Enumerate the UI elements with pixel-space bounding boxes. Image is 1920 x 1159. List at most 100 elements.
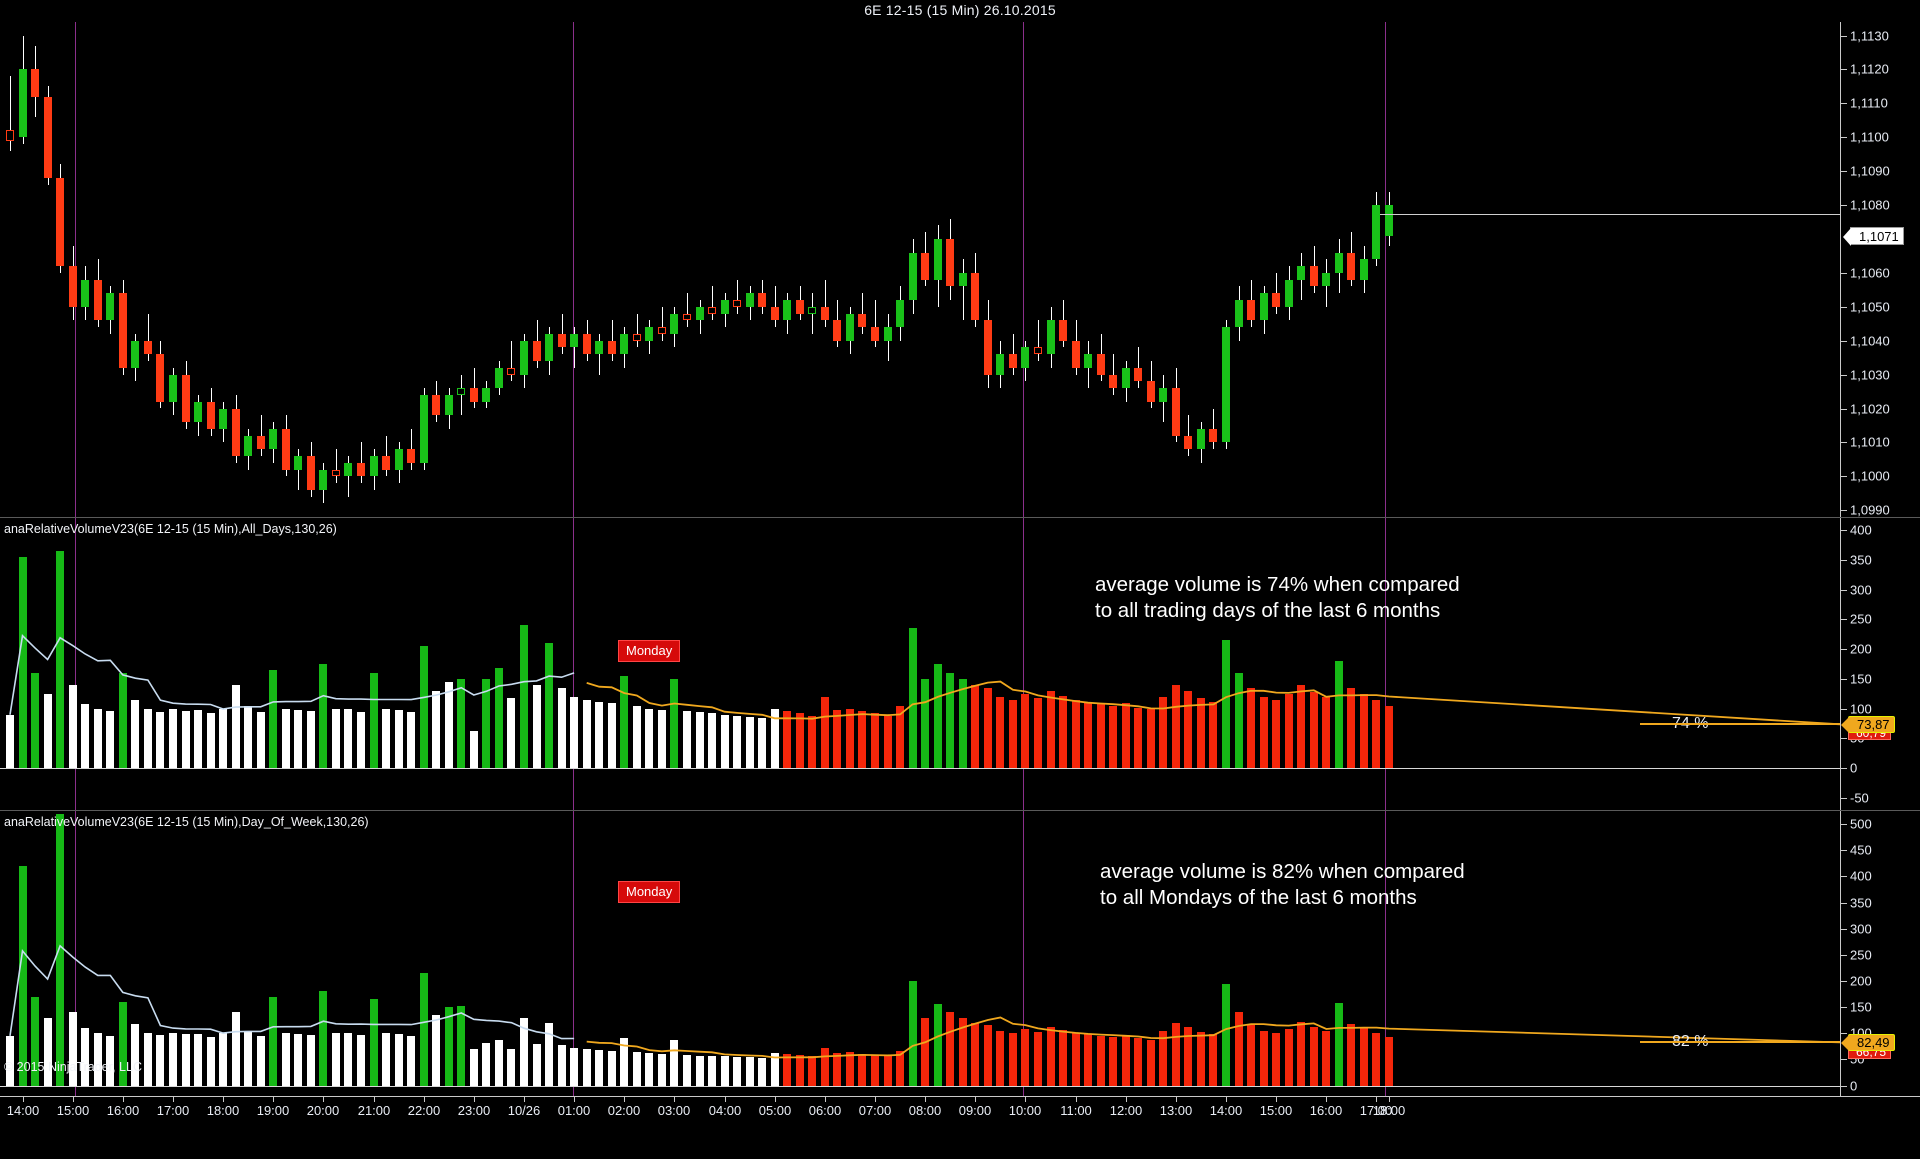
axis-tick (1840, 903, 1847, 904)
volume-bar (607, 702, 616, 769)
price-plot-area[interactable] (0, 22, 1840, 517)
volume-bar (382, 1033, 391, 1086)
candle-body (670, 313, 679, 334)
volume-bar (1297, 1021, 1306, 1086)
axis-tick (1840, 530, 1847, 531)
volume-bar (1309, 692, 1318, 769)
volume-axis-label: 300 (1850, 582, 1872, 598)
volume-axis-label: 500 (1850, 816, 1872, 832)
candle-body (770, 306, 779, 321)
candle-body (1359, 259, 1368, 280)
volume-bar (319, 991, 328, 1086)
volume-bar (808, 715, 817, 769)
candle-body (106, 293, 115, 321)
candle-body (244, 435, 253, 456)
volume-bar (68, 1012, 77, 1086)
candle-body (720, 300, 729, 314)
time-axis-tick (374, 1096, 375, 1102)
volume-bar (1309, 1026, 1318, 1086)
relative-volume-all-days-panel[interactable]: 74 % average volume is 74% when compared … (0, 518, 1920, 810)
day-of-week-tag[interactable]: Monday (618, 881, 681, 903)
time-axis-label: 05:00 (758, 1103, 792, 1118)
axis-tick (1840, 679, 1847, 680)
candle-wick (1276, 272, 1277, 314)
volume-bar (1008, 699, 1017, 769)
volume-bar (206, 713, 215, 769)
volume-bar (43, 1017, 52, 1086)
candle-body (1222, 327, 1231, 443)
volume-all-days-plot-area[interactable]: 74 % average volume is 74% when compared … (0, 518, 1840, 810)
candle-body (695, 306, 704, 321)
price-panel[interactable]: 1,1130 1,1120 1,1110 1,1100 1,1090 1,1080 1,10… (0, 22, 1920, 518)
volume-axis-label: 50 (1850, 1051, 1865, 1067)
day-of-week-tag[interactable]: Monday (618, 640, 681, 662)
time-axis-tick (524, 1096, 525, 1102)
axis-tick (1840, 768, 1847, 769)
indicator-label-day-of-week[interactable]: anaRelativeVolumeV23(6E 12-15 (15 Min),D… (4, 815, 369, 829)
volume-bar (595, 1049, 604, 1086)
candle-body (469, 388, 478, 402)
volume-bar (770, 1053, 779, 1086)
volume-bar (18, 556, 27, 769)
candle-body (632, 333, 641, 341)
volume-bar (1209, 701, 1218, 769)
volume-bar (1171, 684, 1180, 769)
volume-all-days-y-axis[interactable]: 400 350 300 250 200 150 100 50 0 -50 (1840, 518, 1920, 810)
volume-bar (457, 1006, 466, 1086)
axis-tick (1840, 205, 1847, 206)
time-axis-label: 18:00 (206, 1103, 240, 1118)
volume-bar (294, 1034, 303, 1086)
axis-tick (1840, 375, 1847, 376)
volume-bar (1284, 1029, 1293, 1086)
volume-bar (1109, 1037, 1118, 1086)
candle-body (1284, 279, 1293, 307)
volume-day-of-week-plot-area[interactable]: 82 % average volume is 82% when compared … (0, 811, 1840, 1096)
volume-bar (833, 1053, 842, 1086)
volume-axis-label: 400 (1850, 868, 1872, 884)
candle-body (1096, 354, 1105, 375)
axis-tick (1840, 273, 1847, 274)
volume-bar (758, 718, 767, 769)
volume-bar (733, 1056, 742, 1086)
time-axis-tick (424, 1096, 425, 1102)
volume-bar (281, 1033, 290, 1086)
volume-bar (6, 714, 14, 769)
indicator-label-all-days[interactable]: anaRelativeVolumeV23(6E 12-15 (15 Min),A… (4, 522, 337, 536)
price-y-axis[interactable]: 1,1130 1,1120 1,1110 1,1100 1,1090 1,1080 1,10… (1840, 22, 1920, 518)
volume-bar (306, 711, 315, 769)
volume-bar (256, 1035, 265, 1086)
candle-body (1209, 428, 1218, 443)
candle-body (43, 96, 52, 178)
volume-bar (1159, 1031, 1168, 1086)
volume-bar (996, 1030, 1005, 1086)
candle-wick (599, 333, 600, 375)
page-title: 6E 12-15 (15 Min) 26.10.2015 (864, 2, 1056, 18)
candle-body (507, 367, 516, 375)
volume-bar (795, 713, 804, 769)
volume-bar (357, 1035, 366, 1086)
time-x-axis[interactable]: 14:00 15:00 16:00 17:00 18:00 19:00 20:00 21:00… (0, 1096, 1920, 1159)
volume-bar (1222, 640, 1231, 769)
candle-wick (10, 76, 11, 151)
candle-body (494, 367, 503, 389)
volume-bar (118, 1001, 127, 1086)
candle-body (357, 462, 366, 477)
volume-bar (131, 699, 140, 769)
volume-day-of-week-y-axis[interactable]: 500 450 400 350 300 250 200 150 100 50 0 (1840, 811, 1920, 1096)
volume-bar (6, 1035, 14, 1086)
session-separator-line (1385, 22, 1386, 517)
volume-bar (1059, 695, 1068, 769)
relative-volume-day-of-week-panel[interactable]: 82 % average volume is 82% when compared … (0, 811, 1920, 1096)
volume-bar (407, 1036, 416, 1086)
time-axis-label: 02:00 (607, 1103, 641, 1118)
volume-bar (582, 699, 591, 769)
candle-body (394, 449, 403, 470)
volume-bar (871, 713, 879, 769)
indicator-lines (9, 634, 1840, 726)
time-axis-label: 13:00 (1159, 1103, 1193, 1118)
candle-body (958, 272, 967, 287)
volume-axis-label: 400 (1850, 522, 1872, 538)
volume-bar (1121, 702, 1130, 769)
volume-bar (833, 709, 842, 769)
price-axis-label: 1,1030 (1850, 367, 1890, 383)
